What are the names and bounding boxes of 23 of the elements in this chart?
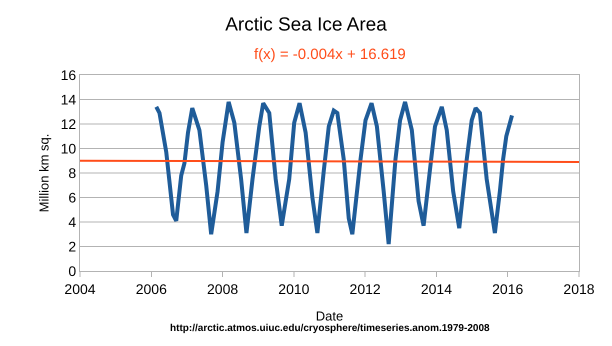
x-tick-label: 2016 bbox=[492, 280, 524, 297]
y-tick-label: 16 bbox=[60, 66, 76, 83]
y-tick-label: 2 bbox=[68, 238, 76, 254]
y-tick-label: 8 bbox=[68, 164, 76, 181]
y-tick-label: 14 bbox=[60, 91, 76, 108]
line-series bbox=[154, 100, 514, 246]
x-tick-label: 2014 bbox=[420, 280, 452, 297]
y-tick-label: 12 bbox=[60, 116, 76, 132]
x-tick-label: 2008 bbox=[206, 280, 238, 297]
x-tick-label: 2006 bbox=[136, 280, 168, 297]
x-tick-label: 2012 bbox=[350, 280, 381, 297]
x-tick-label: 2004 bbox=[64, 280, 96, 297]
text: http://arctic.atmos.uiuc.edu/cryosphere/timeseries.anom.1979-2008 bbox=[170, 323, 490, 334]
y-tick-label: 10 bbox=[60, 140, 76, 156]
chart-title: Arctic Sea Ice Area bbox=[225, 14, 388, 36]
chart-subtitle: f(x) = -0.004x + 16.619 bbox=[254, 46, 406, 63]
y-axis-title: Million km sq. bbox=[36, 134, 52, 212]
x-axis-title: Date bbox=[316, 308, 344, 324]
y-tick-label: 6 bbox=[68, 189, 76, 206]
x-tick-label: 2018 bbox=[563, 280, 595, 297]
y-tick-label: 0 bbox=[68, 262, 76, 279]
y-tick-label: 4 bbox=[68, 214, 76, 230]
x-tick-label: 2010 bbox=[278, 280, 310, 297]
